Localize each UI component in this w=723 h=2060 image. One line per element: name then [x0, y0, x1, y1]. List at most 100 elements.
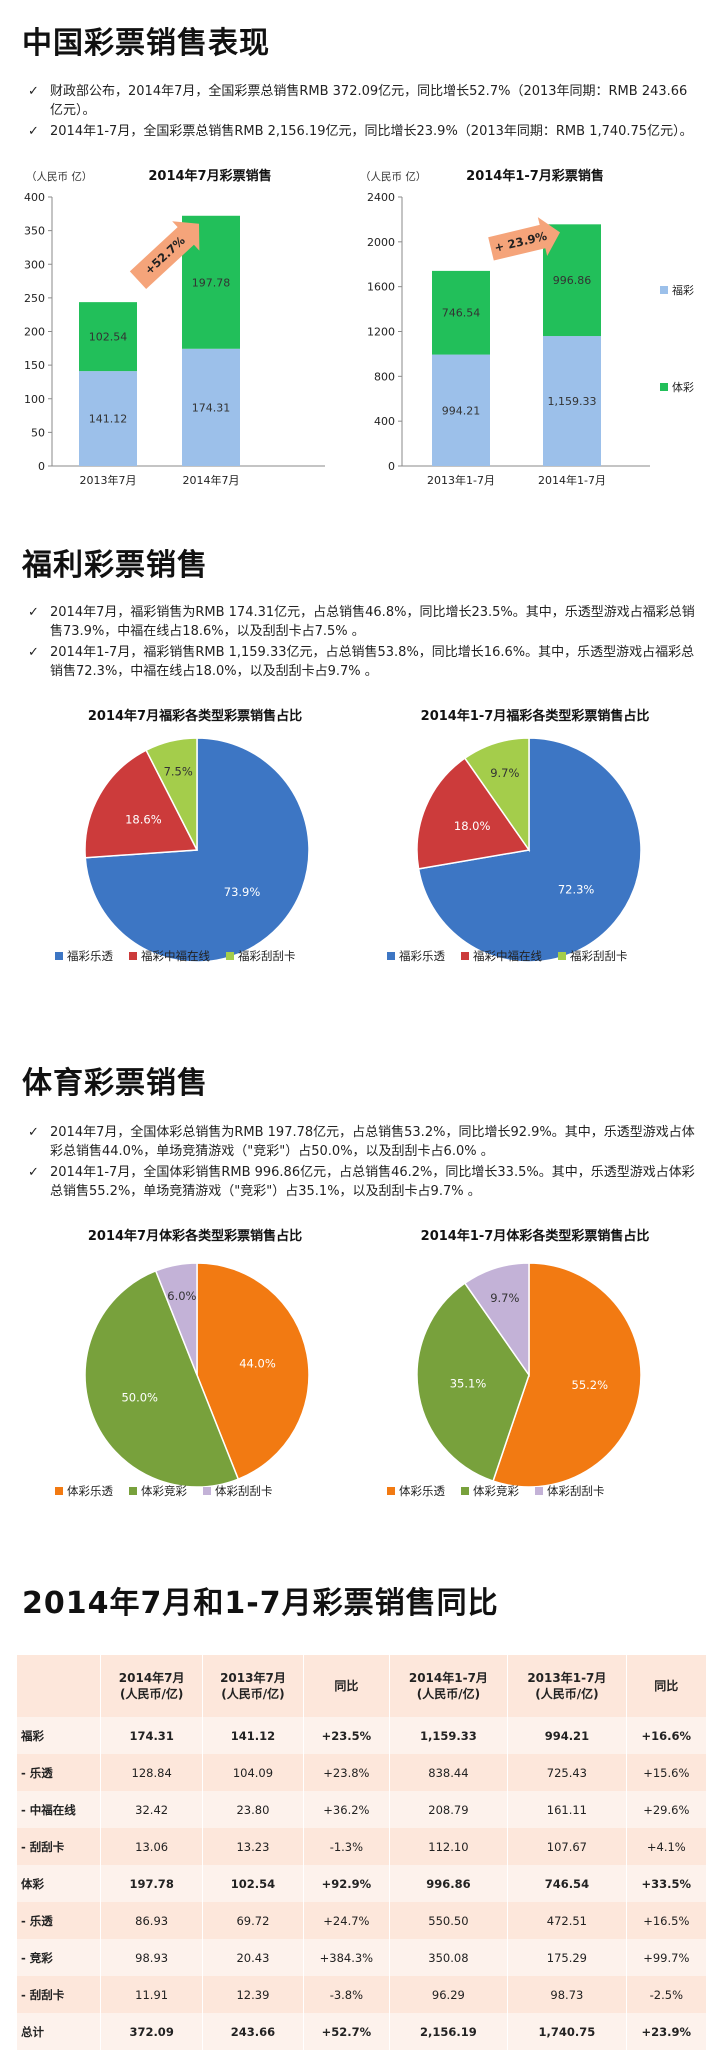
bullet-item: ✓ 2014年7月，全国体彩总销售为RMB 197.78亿元，占总销售53.2%，… [28, 1123, 698, 1161]
table-cell: 107.67 [507, 1828, 627, 1865]
y-tick-label: 1600 [367, 281, 395, 294]
unit-label: （人民币 亿） [360, 170, 426, 183]
table-cell: 102.54 [201, 1865, 304, 1902]
table-cell: +384.3% [303, 1939, 390, 1976]
y-tick-label: 50 [31, 426, 45, 439]
table-row-label: 体彩 [17, 1865, 101, 1902]
table-cell: 725.43 [507, 1754, 627, 1791]
table-cell: +52.7% [303, 2013, 390, 2050]
bar-value-label: 102.54 [89, 331, 128, 344]
check-icon: ✓ [28, 605, 39, 620]
x-tick-label: 2013年1-7月 [427, 473, 495, 487]
table-header-cell: 2013年1-7月 (人民币/亿) [507, 1655, 627, 1717]
bar-segment-welfare [182, 348, 240, 466]
table-cell: 550.50 [388, 1902, 508, 1939]
table-cell: +16.5% [625, 1902, 706, 1939]
bullets-sports-lottery: ✓ 2014年7月，全国体彩总销售为RMB 197.78亿元，占总销售53.2%，… [28, 1123, 698, 1203]
y-tick-label: 300 [24, 258, 45, 271]
table-row-label: 总计 [17, 2013, 101, 2050]
bullet-item: ✓ 2014年1-7月，全国彩票总销售RMB 2,156.19亿元，同比增长23.… [28, 122, 698, 141]
table-cell: 112.10 [388, 1828, 508, 1865]
legend-swatch-sports [660, 383, 668, 391]
pie-chart-welfare-jan-jul: 2014年1-7月福彩各类型彩票销售占比 72.3% 18.0% 9.7% 福彩乐透 福彩… [387, 708, 649, 963]
y-tick-label: 350 [24, 225, 45, 238]
bullets-china-lottery: ✓ 财政部公布，2014年7月，全国彩票总销售RMB 372.09亿元，同比增长5… [28, 82, 698, 143]
bar-segment-welfare [79, 371, 137, 466]
table-cell: 96.29 [388, 1976, 508, 2013]
section-title-comparison: 2014年7月和1-7月彩票销售同比 [22, 1586, 499, 1621]
pie-chart-welfare-july: 2014年7月福彩各类型彩票销售占比 73.9% 18.6% 7.5% 福彩乐透 福彩中福… [55, 708, 310, 963]
table-cell: 128.84 [100, 1754, 203, 1791]
comparison-table: 2014年7月 (人民币/亿) 2013年7月 (人民币/亿) 同比 2014年1-7月(… [17, 1655, 706, 2050]
section-title-china-lottery: 中国彩票销售表现 [22, 26, 270, 61]
legend-label: 体彩 [672, 380, 694, 394]
y-tick-label: 2400 [367, 191, 395, 204]
pie-slice [492, 1262, 642, 1488]
bar-value-label: 174.31 [192, 401, 231, 414]
pie-slice [416, 1282, 530, 1483]
table-cell: 69.72 [201, 1902, 304, 1939]
table-cell: 2,156.19 [388, 2013, 508, 2050]
table-cell: 32.42 [100, 1791, 203, 1828]
pie-slice [463, 737, 530, 853]
table-cell: 838.44 [388, 1754, 508, 1791]
table-cell: 86.93 [100, 1902, 203, 1939]
table-row-label: - 刮刮卡 [17, 1828, 101, 1865]
legend-label: 福彩乐透 [67, 949, 113, 963]
chart-title: 2014年7月体彩各类型彩票销售占比 [88, 1228, 302, 1244]
pie-slice [84, 1269, 240, 1488]
table-cell: -1.3% [303, 1828, 390, 1865]
legend-label: 福彩乐透 [399, 949, 445, 963]
table-cell: 1,159.33 [388, 1717, 508, 1754]
legend-swatch [203, 1487, 211, 1495]
bullet-text: 2014年7月，福彩销售为RMB 174.31亿元，占总销售46.8%，同比增长… [50, 605, 695, 639]
legend-swatch [129, 952, 137, 960]
table-row: - 中福在线 32.42 23.80 +36.2% 208.79 161.11 +29.6% [17, 1791, 706, 1828]
y-tick-label: 400 [24, 191, 45, 204]
table-header-cell: 2014年1-7月 (人民币/亿) [388, 1655, 508, 1717]
legend-swatch [387, 952, 395, 960]
table-cell: +23.9% [625, 2013, 706, 2050]
pie-data-label: 73.9% [224, 885, 261, 899]
pie-data-label: 9.7% [490, 766, 519, 780]
y-tick-label: 1200 [367, 326, 395, 339]
table-cell: 12.39 [201, 1976, 304, 2013]
table-cell: 996.86 [388, 1865, 508, 1902]
table-row: - 乐透 86.93 69.72 +24.7% 550.50 472.51 +16.5% [17, 1902, 706, 1939]
table-cell: +36.2% [303, 1791, 390, 1828]
table-cell: +15.6% [625, 1754, 706, 1791]
y-tick-label: 100 [24, 393, 45, 406]
x-tick-label: 2014年1-7月 [538, 473, 606, 487]
pie-chart-sports-jan-jul: 2014年1-7月体彩各类型彩票销售占比 55.2% 35.1% 9.7% 体彩乐透 体彩… [387, 1228, 649, 1498]
growth-arrow-body [129, 221, 200, 289]
table-cell: 98.93 [100, 1939, 203, 1976]
pie-data-label: 44.0% [239, 1356, 276, 1370]
bar-segment-sports [432, 270, 490, 355]
table-row-label: - 刮刮卡 [17, 1976, 101, 2013]
y-tick-label: 800 [374, 370, 395, 383]
table-cell: 472.51 [507, 1902, 627, 1939]
bullet-text: 2014年1-7月，全国彩票总销售RMB 2,156.19亿元，同比增长23.9… [50, 124, 693, 139]
table-cell: 20.43 [201, 1939, 304, 1976]
y-tick-label: 2000 [367, 236, 395, 249]
table-cell: +92.9% [303, 1865, 390, 1902]
legend-label: 福彩 [672, 283, 694, 297]
legend-swatch [535, 1487, 543, 1495]
pie-data-label: 18.6% [125, 813, 162, 827]
bar-value-label: 746.54 [442, 307, 481, 320]
table-header-cell: 同比 [625, 1655, 706, 1717]
check-icon: ✓ [28, 645, 39, 660]
table-cell: 197.78 [100, 1865, 203, 1902]
table-cell: 98.73 [507, 1976, 627, 2013]
table-header-cell: 2014年7月 (人民币/亿) [100, 1655, 203, 1717]
table-cell: +24.7% [303, 1902, 390, 1939]
table-cell: +16.6% [625, 1717, 706, 1754]
pie-data-label: 18.0% [454, 819, 491, 833]
pie-slice [416, 757, 531, 870]
legend-swatch [461, 1487, 469, 1495]
table-cell: 746.54 [507, 1865, 627, 1902]
bar-chart-jan-jul: 2014年1-7月彩票销售 （人民币 亿） 0 400 800 1200 1600 2000 2… [360, 168, 694, 487]
table-header-cell: 2013年7月 (人民币/亿) [201, 1655, 304, 1717]
bar-value-label: 1,159.33 [548, 395, 597, 408]
bar-segment-sports [79, 302, 137, 372]
